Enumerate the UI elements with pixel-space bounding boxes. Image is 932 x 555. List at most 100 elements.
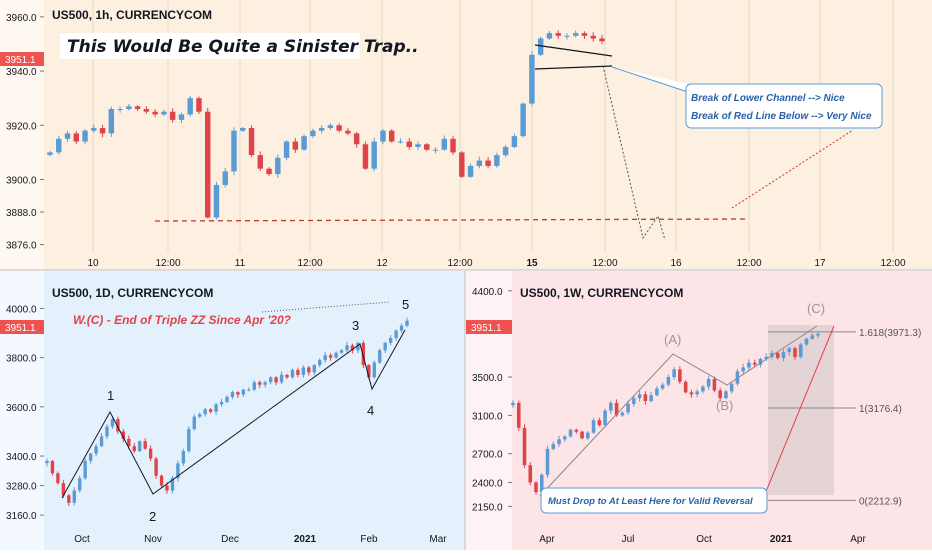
candle-body[interactable] — [614, 402, 619, 416]
panel-1w[interactable]: US500, 1W, CURRENCYCOM 1.618(3971.3) 1(31… — [466, 271, 932, 550]
candle-body[interactable] — [441, 138, 448, 150]
candle-body[interactable] — [787, 348, 792, 353]
candle-body[interactable] — [362, 144, 369, 169]
candle-body[interactable] — [485, 160, 491, 166]
candle-body[interactable] — [353, 133, 360, 145]
candle-body[interactable] — [603, 410, 607, 425]
candle-body[interactable] — [539, 474, 544, 493]
candle-body[interactable] — [339, 350, 344, 353]
candle-body[interactable] — [152, 111, 158, 115]
candle-body[interactable] — [529, 54, 535, 104]
candle-body[interactable] — [279, 374, 284, 383]
candle-body[interactable] — [394, 330, 398, 338]
candle-body[interactable] — [747, 362, 751, 368]
candle-body[interactable] — [83, 460, 87, 479]
candle-body[interactable] — [176, 463, 180, 479]
candle-body[interactable] — [192, 416, 196, 429]
candle-body[interactable] — [804, 338, 809, 345]
candle-body[interactable] — [292, 141, 299, 150]
candle-body[interactable] — [285, 374, 289, 378]
candle-body[interactable] — [204, 111, 211, 218]
candle-body[interactable] — [143, 441, 147, 449]
candle-body[interactable] — [522, 427, 527, 466]
candle-body[interactable] — [187, 98, 193, 115]
candle-body[interactable] — [689, 392, 694, 395]
candle-body[interactable] — [388, 337, 393, 343]
candle-body[interactable] — [134, 106, 141, 110]
candle-body[interactable] — [706, 378, 711, 387]
candle-body[interactable] — [241, 389, 246, 395]
candle-body[interactable] — [148, 448, 153, 459]
candle-body[interactable] — [72, 490, 76, 503]
candle-body[interactable] — [476, 160, 483, 166]
candle-body[interactable] — [61, 483, 66, 496]
candle-body[interactable] — [110, 419, 115, 427]
candle-body[interactable] — [327, 125, 334, 128]
candle-body[interactable] — [116, 419, 120, 432]
candle-body[interactable] — [397, 141, 404, 143]
candle-body[interactable] — [56, 473, 60, 484]
candle-body[interactable] — [620, 412, 625, 416]
candle-body[interactable] — [546, 33, 553, 39]
candle-body[interactable] — [816, 333, 820, 336]
candle-body[interactable] — [178, 114, 185, 120]
candle-body[interactable] — [798, 344, 803, 357]
candle-body[interactable] — [724, 391, 728, 399]
candle-body[interactable] — [415, 144, 421, 147]
candle-body[interactable] — [399, 325, 404, 331]
candle-body[interactable] — [405, 320, 409, 326]
candle-body[interactable] — [345, 345, 349, 351]
callout-box[interactable] — [685, 83, 883, 129]
candle-body[interactable] — [73, 133, 80, 142]
candle-body[interactable] — [591, 420, 596, 433]
candle-body[interactable] — [290, 369, 295, 378]
candle-body[interactable] — [323, 355, 327, 361]
candle-body[interactable] — [161, 111, 167, 115]
candle-body[interactable] — [67, 495, 71, 503]
candle-body[interactable] — [301, 367, 306, 375]
candle-body[interactable] — [793, 348, 797, 357]
candle-body[interactable] — [775, 353, 780, 358]
candle-body[interactable] — [380, 130, 386, 142]
candle-body[interactable] — [127, 438, 131, 447]
candle-body[interactable] — [165, 485, 169, 491]
candle-body[interactable] — [82, 130, 88, 142]
candle-body[interactable] — [240, 128, 246, 131]
candle-body[interactable] — [563, 436, 567, 440]
candle-body[interactable] — [683, 381, 688, 393]
candle-body[interactable] — [729, 383, 734, 392]
candle-body[interactable] — [632, 398, 636, 404]
candle-body[interactable] — [643, 394, 648, 401]
candle-body[interactable] — [310, 130, 316, 137]
candle-body[interactable] — [502, 146, 509, 156]
candle-body[interactable] — [695, 391, 699, 395]
elliott-wave-path[interactable] — [61, 329, 406, 499]
candle-body[interactable] — [494, 155, 500, 166]
candle-body[interactable] — [274, 377, 278, 383]
candle-body[interactable] — [208, 409, 213, 412]
candle-body[interactable] — [586, 432, 590, 439]
candle-body[interactable] — [581, 33, 588, 36]
candle-body[interactable] — [258, 382, 262, 385]
projection-path[interactable] — [602, 65, 666, 241]
candle-body[interactable] — [467, 165, 474, 177]
candle-body[interactable] — [580, 431, 584, 439]
candle-body[interactable] — [198, 414, 202, 417]
candle-body[interactable] — [406, 141, 412, 147]
candle-body[interactable] — [170, 478, 175, 491]
candle-body[interactable] — [432, 149, 439, 151]
candle-body[interactable] — [356, 342, 360, 351]
candle-body[interactable] — [572, 33, 579, 36]
candle-body[interactable] — [564, 35, 570, 37]
candle-body[interactable] — [108, 109, 115, 134]
candle-body[interactable] — [263, 382, 267, 385]
candle-body[interactable] — [105, 426, 109, 437]
candle-body[interactable] — [214, 404, 218, 412]
candle-body[interactable] — [741, 367, 745, 372]
triangle-lower-line[interactable] — [534, 65, 613, 70]
candle-body[interactable] — [528, 465, 533, 483]
candle-body[interactable] — [459, 152, 465, 177]
candle-body[interactable] — [252, 382, 256, 390]
candle-body[interactable] — [666, 377, 671, 385]
candle-body[interactable] — [248, 128, 255, 156]
